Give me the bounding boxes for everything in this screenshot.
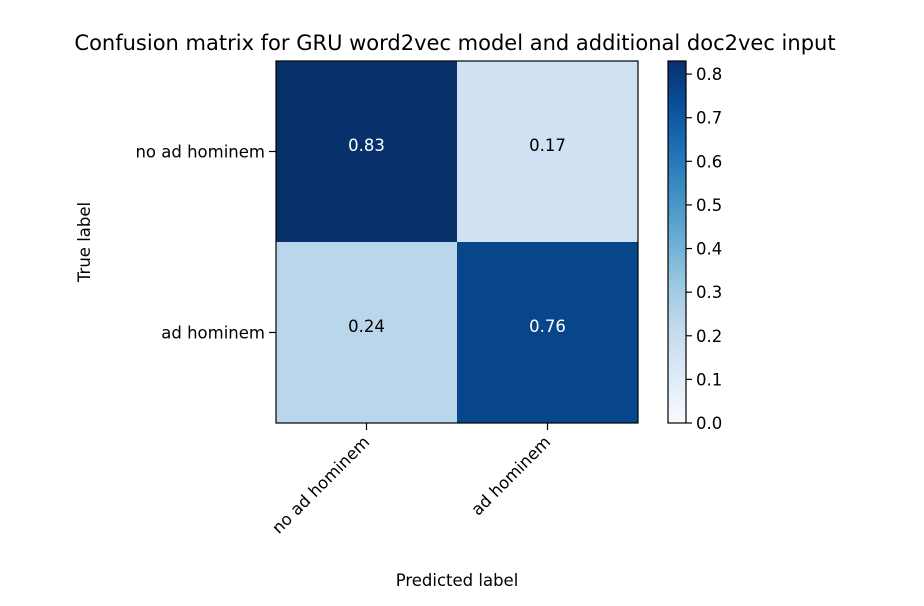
cell-value-label-0-0: 0.83 — [348, 136, 385, 155]
colorbar-tick-label-1: 0.1 — [696, 370, 722, 389]
colorbar-ticks: 0.0 0.1 0.2 0.3 0.4 0.5 0.6 0.7 0.8 — [686, 65, 722, 433]
cell-value-label-0-1: 0.17 — [529, 136, 566, 155]
colorbar-tick-label-7: 0.7 — [696, 109, 722, 128]
colorbar-tick-label-3: 0.3 — [696, 283, 722, 302]
chart-title: Confusion matrix for GRU word2vec model … — [74, 31, 835, 55]
heatmap-cell-1-1 — [457, 242, 639, 424]
heatmap-cell-labels: 0.83 0.17 0.24 0.76 — [348, 136, 566, 336]
colorbar-tick-label-2: 0.2 — [696, 327, 722, 346]
colorbar-tick-label-4: 0.4 — [696, 240, 722, 259]
x-axis-label: Predicted label — [396, 571, 519, 590]
colorbar-tick-label-8: 0.8 — [696, 65, 722, 84]
colorbar-tick-label-5: 0.5 — [696, 196, 722, 215]
cell-value-label-1-0: 0.24 — [348, 317, 385, 336]
y-axis-label: True label — [75, 202, 94, 283]
cell-value-label-1-1: 0.76 — [529, 317, 566, 336]
x-tick-label-0: no ad hominem — [268, 432, 373, 537]
x-tick-label-1: ad hominem — [468, 432, 555, 519]
colorbar-tick-label-0: 0.0 — [696, 414, 722, 433]
y-tick-label-1: ad hominem — [161, 324, 265, 343]
x-axis-ticks: no ad hominem ad hominem — [268, 423, 554, 537]
heatmap-cell-0-1 — [457, 61, 639, 243]
heatmap-cell-1-0 — [276, 242, 458, 424]
colorbar-gradient — [668, 61, 686, 423]
y-axis-ticks: no ad hominem ad hominem — [135, 143, 276, 343]
colorbar-frame — [667, 60, 687, 424]
y-tick-label-0: no ad hominem — [135, 143, 265, 162]
heatmap-cells — [276, 61, 639, 424]
plot-frame — [275, 60, 639, 424]
colorbar-tick-label-6: 0.6 — [696, 152, 722, 171]
heatmap-cell-0-0 — [276, 61, 458, 243]
